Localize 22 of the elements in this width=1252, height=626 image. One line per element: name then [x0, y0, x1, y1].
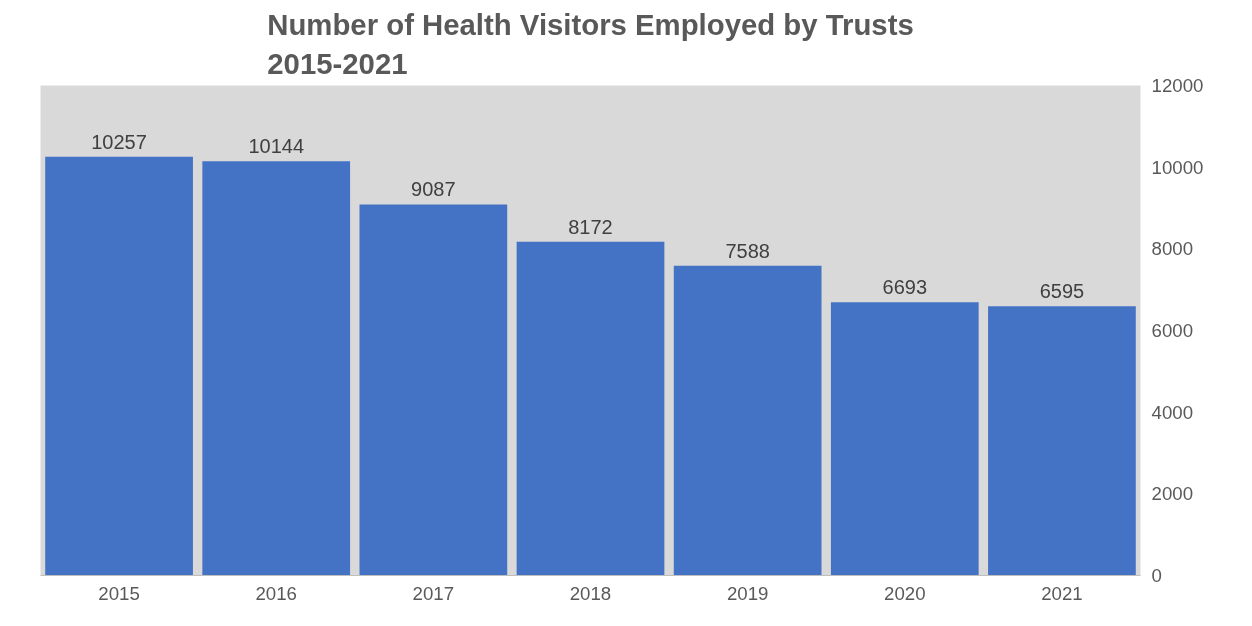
data-label: 6693: [882, 276, 928, 299]
data-label: 7588: [725, 239, 770, 262]
x-tick-label: 2020: [884, 582, 926, 604]
x-tick-label: 2015: [98, 582, 140, 604]
data-label: 8172: [568, 215, 613, 238]
data-label: 10257: [91, 130, 147, 153]
chart-title: Number of Health Visitors Employed by Trusts 2015-2021: [267, 7, 914, 81]
y-tick-label: 10000: [1151, 156, 1204, 178]
y-tick-label: 2000: [1151, 483, 1194, 505]
x-tick-label: 2021: [1041, 582, 1083, 604]
y-tick-label: 0: [1151, 565, 1162, 586]
data-label: 10144: [248, 135, 305, 158]
y-tick-label: 12000: [1151, 75, 1204, 96]
y-tick-label: 4000: [1151, 401, 1194, 423]
x-tick-label: 2016: [255, 582, 297, 604]
x-tick-label: 2019: [726, 582, 769, 604]
y-tick-label: 6000: [1151, 320, 1194, 341]
data-label: 9087: [411, 178, 456, 201]
x-tick-label: 2017: [412, 582, 455, 604]
data-label: 6595: [1039, 280, 1085, 303]
y-tick-label: 8000: [1151, 238, 1194, 260]
x-tick-label: 2018: [569, 582, 612, 604]
